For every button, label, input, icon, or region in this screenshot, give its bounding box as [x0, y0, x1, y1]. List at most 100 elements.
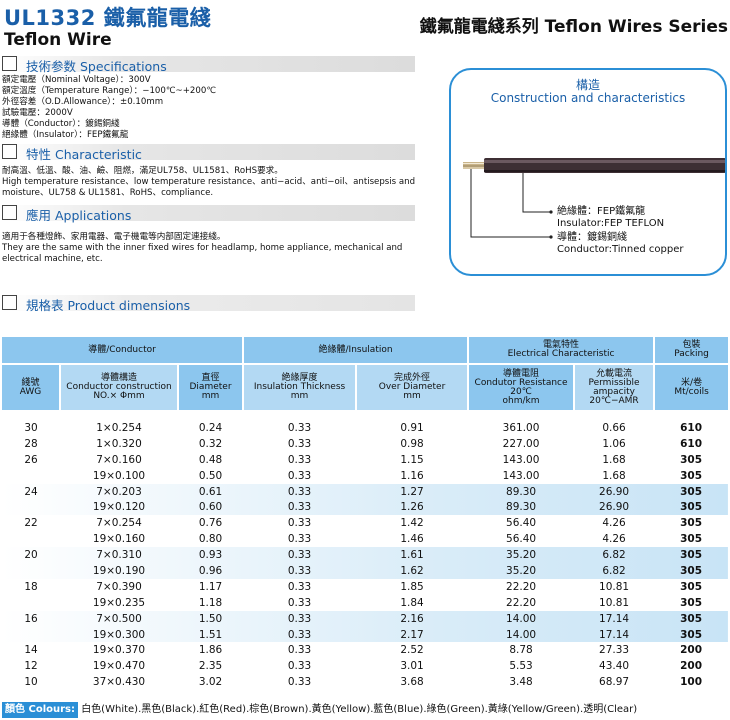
cell-thickness: 0.33: [287, 549, 312, 562]
cell-awg: 10: [24, 676, 38, 689]
cell-diameter: 0.60: [198, 501, 223, 514]
table-column-header-row: 綫號 AWG 導體構造 Conductor construction NO.× Φmm…: [2, 364, 729, 410]
cell-ampacity: 1.68: [602, 469, 626, 482]
applications-section-bar: 應用 Applications: [2, 205, 415, 223]
cell-diameter: 0.76: [198, 517, 223, 530]
cell-packing: 305: [680, 549, 703, 562]
cell-resistance: 56.40: [506, 533, 537, 546]
cell-ampacity: 27.33: [599, 644, 630, 657]
cell-ampacity: 43.40: [599, 660, 630, 673]
col-header-packing: 米/卷 Mt/coils: [654, 364, 729, 410]
cell-over-diameter: 0.91: [400, 421, 424, 434]
cell-over-diameter: 1.46: [400, 533, 424, 546]
cell-diameter: 3.02: [198, 676, 223, 689]
cell-construction: 7×0.310: [96, 549, 142, 562]
cell-awg: [2, 531, 60, 547]
cell-construction: 19×0.120: [92, 501, 146, 514]
cell-awg: 22: [24, 517, 38, 530]
cell-ampacity: 26.90: [599, 485, 630, 498]
cell-construction: 19×0.470: [92, 660, 146, 673]
table-group-header-row: 導體/Conductor 絶緣體/Insulation 電氣特性 Electric…: [2, 337, 729, 365]
dimensions-heading: 規格表 Product dimensions: [26, 298, 191, 313]
insulation-group-header: 絶緣體/Insulation: [243, 337, 470, 365]
cell-packing: 305: [680, 517, 703, 530]
cell-thickness: 0.33: [287, 485, 312, 498]
checkbox-icon: [2, 205, 17, 220]
checkbox-icon: [2, 144, 17, 159]
cell-diameter: 1.51: [198, 628, 223, 641]
col-header-resistance: 導體電阻 Condutor Resistance 20℃ ohm/km: [468, 364, 576, 410]
cell-packing: 305: [680, 469, 703, 482]
cell-resistance: 3.48: [509, 676, 533, 689]
col-header-thickness: 絶緣厚度 Insulation Thickness mm: [243, 364, 358, 410]
cell-construction: 19×0.235: [92, 596, 146, 609]
cell-packing: 100: [680, 676, 703, 689]
cell-packing: 305: [680, 453, 703, 466]
cell-packing: 305: [680, 612, 703, 625]
checkbox-icon: [2, 295, 17, 310]
cell-packing: 305: [680, 596, 703, 609]
cell-awg: 28: [24, 437, 38, 450]
table-row: 14 19×0.370 1.86 0.33 2.52 8.78 27.33 20…: [2, 642, 728, 658]
cell-awg: [2, 627, 60, 643]
construction-diagram: 構造 Construction and characteristics 絶緣體：…: [449, 68, 727, 276]
cell-awg: 26: [24, 453, 38, 466]
cell-packing: 200: [680, 644, 703, 657]
cell-diameter: 0.61: [198, 485, 223, 498]
applications-text-en: They are the same with the inner fixed w…: [2, 243, 403, 264]
cell-construction: 7×0.160: [96, 453, 142, 466]
cell-ampacity: 0.66: [602, 421, 626, 434]
cell-awg: 24: [24, 485, 38, 498]
packing-group-header: 包裝 Packing: [654, 337, 729, 365]
cell-over-diameter: 3.01: [400, 660, 424, 673]
cell-packing: 610: [680, 437, 703, 450]
cell-thickness: 0.33: [287, 612, 312, 625]
cell-diameter: 1.17: [198, 580, 223, 593]
cell-diameter: 0.93: [198, 549, 223, 562]
col-header-diameter: 直徑 Diameter mm: [178, 364, 245, 410]
cell-thickness: 0.33: [287, 660, 312, 673]
table-row: 22 7×0.254 0.76 0.33 1.42 56.40 4.26 305: [2, 515, 728, 531]
cell-ampacity: 4.26: [602, 533, 626, 546]
table-row: 10 37×0.430 3.02 0.33 3.68 3.48 68.97 10…: [2, 674, 728, 690]
table-row: 19×0.300 1.51 0.33 2.17 14.00 17.14 305: [2, 626, 729, 643]
cell-construction: 19×0.370: [92, 644, 146, 657]
dimensions-section-bar: 規格表 Product dimensions: [2, 295, 415, 313]
cell-diameter: 1.18: [198, 596, 223, 609]
table-row: 19×0.100 0.50 0.33 1.16 143.00 1.68 305: [2, 468, 728, 484]
cell-construction: 1×0.254: [96, 421, 142, 434]
cell-construction: 19×0.300: [92, 628, 146, 641]
cell-thickness: 0.33: [287, 580, 312, 593]
cell-thickness: 0.33: [287, 453, 312, 466]
cell-ampacity: 68.97: [599, 676, 630, 689]
cell-over-diameter: 3.68: [400, 676, 424, 689]
applications-heading: 應用 Applications: [26, 208, 132, 223]
cell-ampacity: 17.14: [599, 612, 630, 625]
cell-resistance: 35.20: [506, 564, 537, 577]
cell-construction: 1×0.320: [96, 437, 142, 450]
colours-list: 白色(White).黑色(Black).紅色(Red).棕色(Brown).黃色…: [81, 704, 638, 715]
cell-ampacity: 6.82: [602, 549, 626, 562]
characteristic-text-cn: 耐高溫、低溫、酸、油、鹼、阻燃，滿足UL758、UL1581、RoHS要求。: [2, 166, 283, 176]
cell-packing: 305: [680, 628, 703, 641]
cell-ampacity: 1.06: [602, 437, 626, 450]
table-row: 30 1×0.254 0.24 0.33 0.91 361.00 0.66 61…: [2, 410, 728, 436]
conductor-label-en: Conductor:Tinned copper: [557, 244, 684, 255]
table-row: 20 7×0.310 0.93 0.33 1.61 35.20 6.82 305: [2, 547, 729, 564]
col-header-ampacity: 允載電流 Permissible ampacity 20℃−AMR: [574, 364, 656, 410]
cell-construction: 37×0.430: [92, 676, 146, 689]
cell-resistance: 89.30: [506, 501, 537, 514]
cell-resistance: 22.20: [506, 596, 537, 609]
cell-resistance: 227.00: [502, 437, 540, 450]
cell-thickness: 0.33: [287, 644, 312, 657]
conductor-group-header: 導體/Conductor: [2, 337, 245, 365]
cell-diameter: 0.50: [198, 469, 223, 482]
conductor-strands-icon: [463, 162, 485, 169]
cell-thickness: 0.33: [287, 421, 312, 434]
cell-resistance: 14.00: [506, 612, 537, 625]
cell-over-diameter: 1.85: [400, 580, 424, 593]
spec-conductor: 導體（Conductor）：鍍錫銅綫: [2, 119, 120, 129]
cell-resistance: 35.20: [506, 549, 537, 562]
applications-text-cn: 適用于各種燈飾、家用電器、電子機電等内部固定連接綫。: [2, 232, 226, 242]
cell-ampacity: 4.26: [602, 517, 626, 530]
